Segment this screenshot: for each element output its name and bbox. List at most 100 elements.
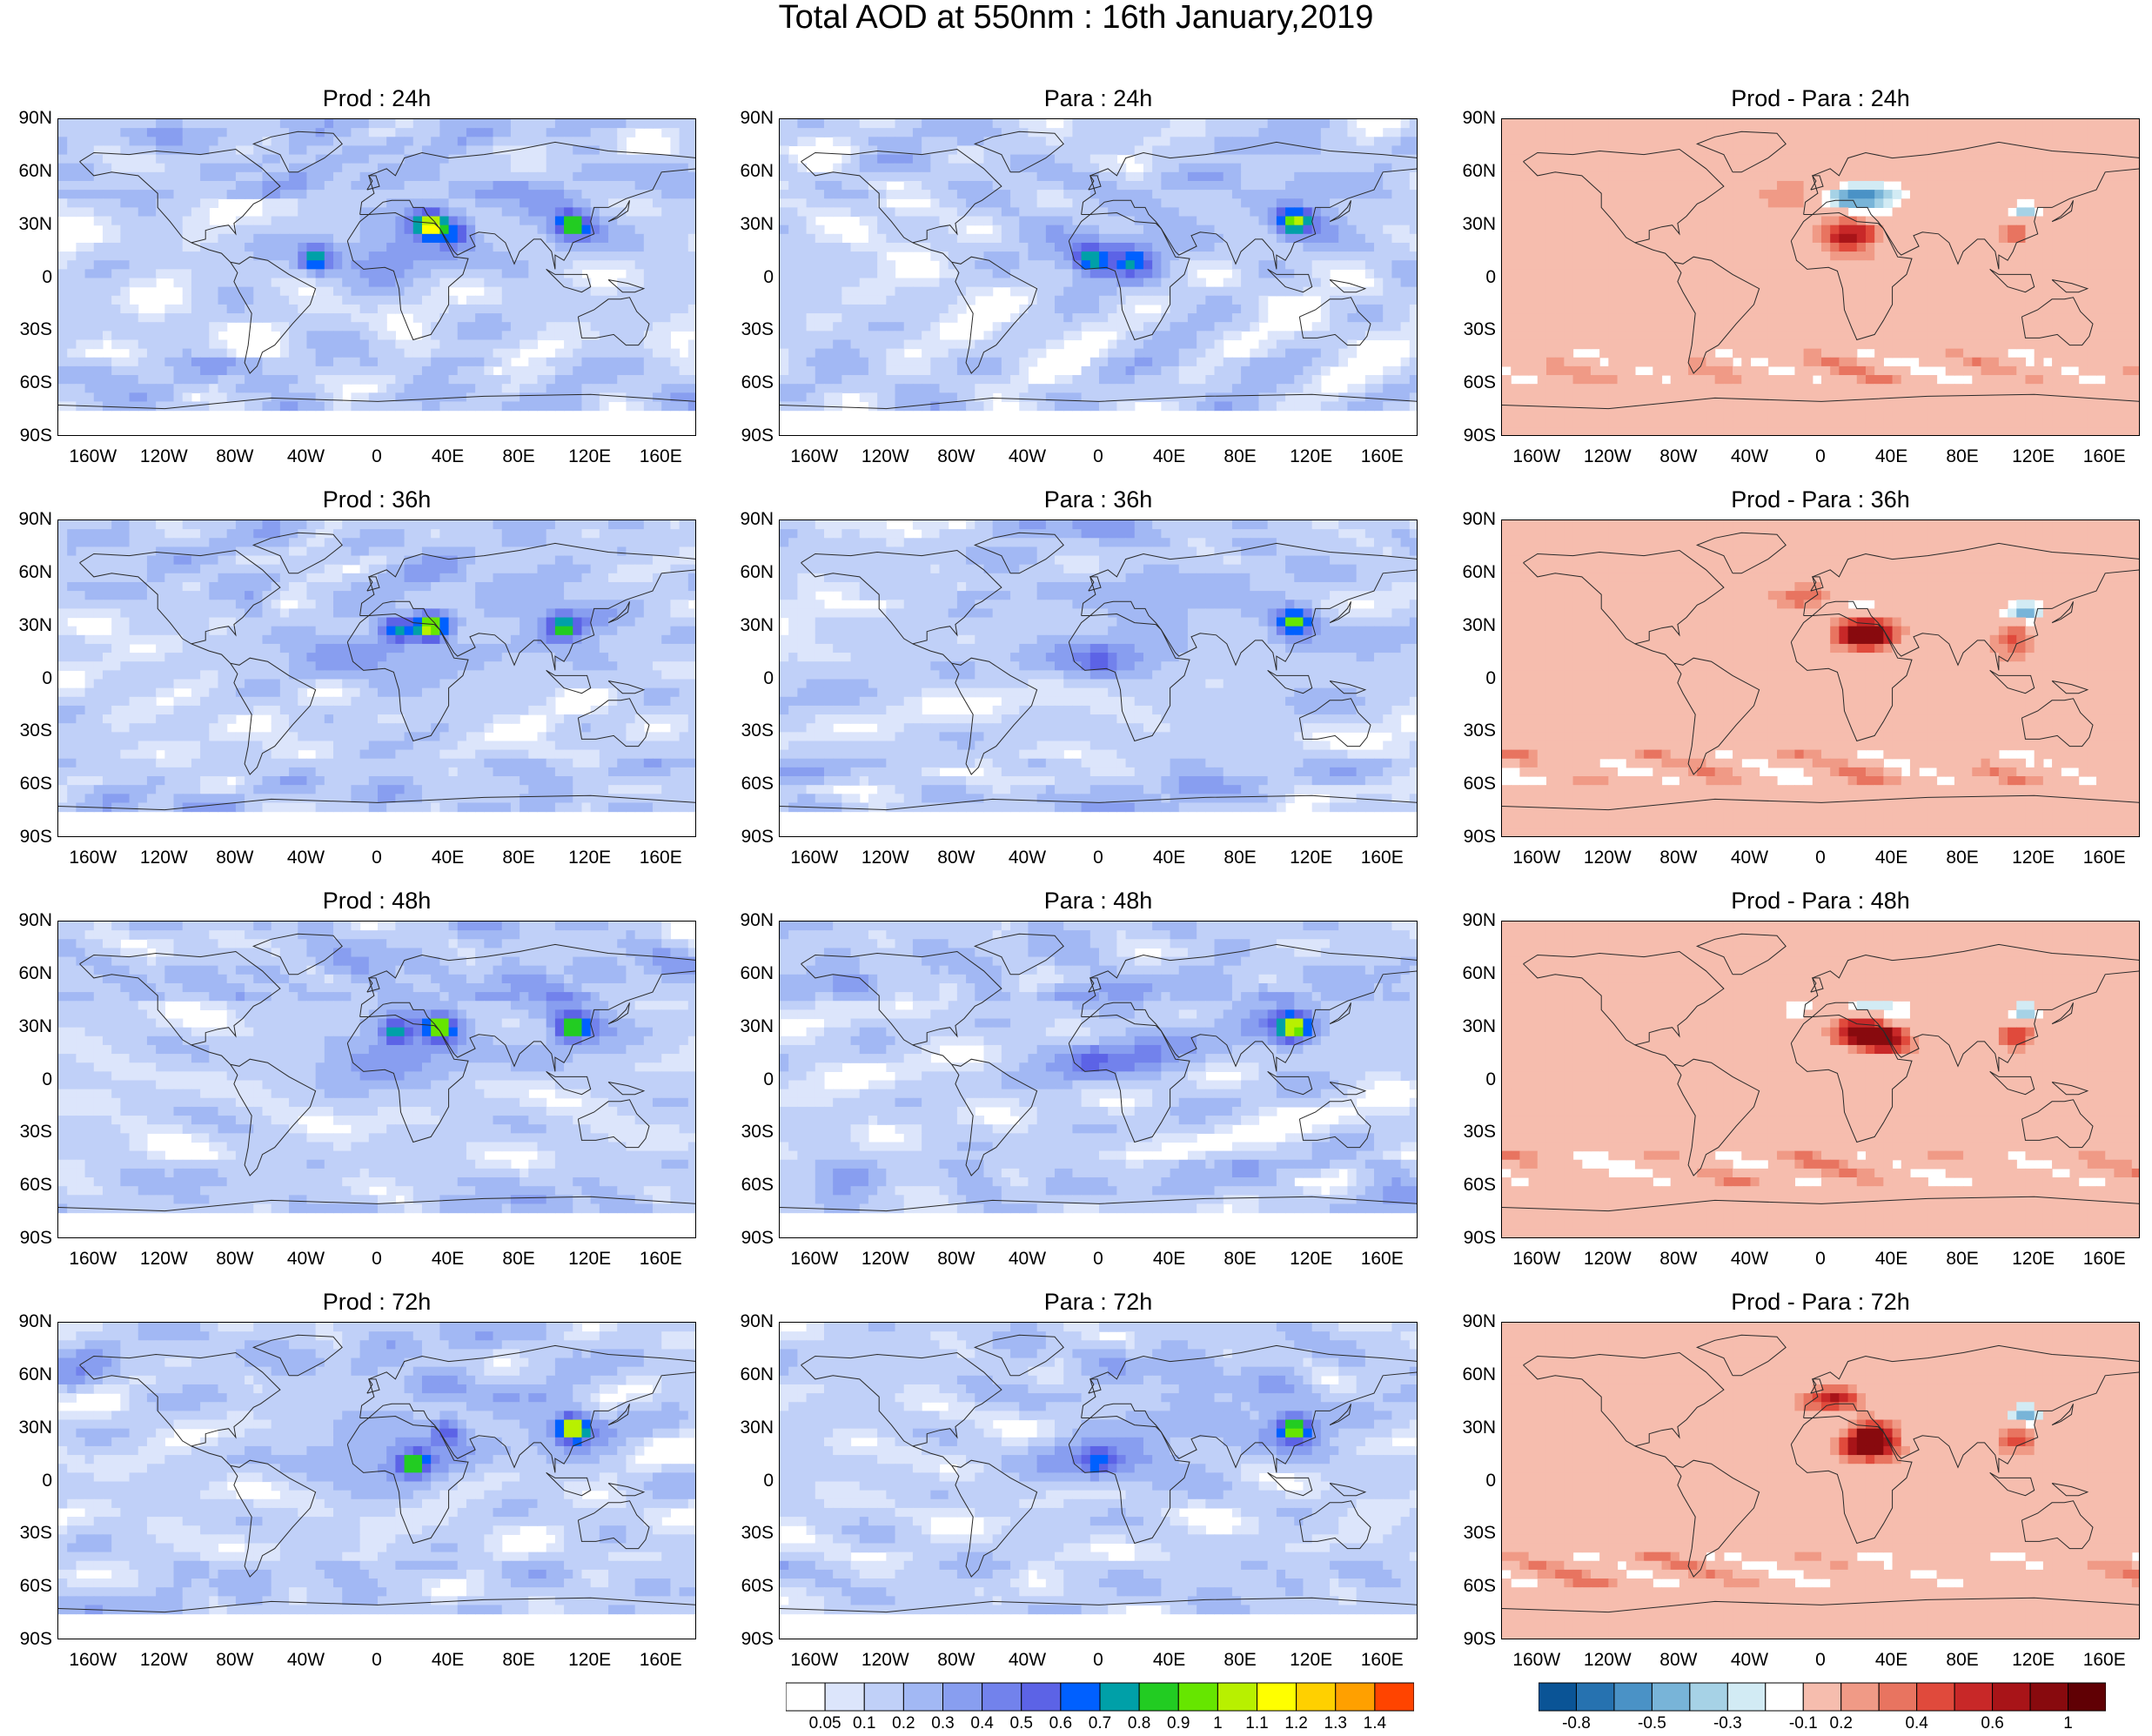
longitude-label: 120E bbox=[555, 1250, 625, 1269]
longitude-label: 80E bbox=[1205, 1250, 1275, 1269]
colorbar-swatch bbox=[786, 1683, 825, 1711]
longitude-label: 40E bbox=[1857, 1651, 1927, 1670]
longitude-label: 80W bbox=[200, 848, 270, 868]
latitude-label: 60S bbox=[721, 1176, 774, 1195]
map-field bbox=[58, 520, 696, 837]
latitude-label: 60N bbox=[0, 964, 52, 983]
longitude-label: 40W bbox=[992, 1651, 1062, 1670]
colorbar-swatch bbox=[1917, 1683, 1954, 1711]
longitude-label: 80E bbox=[1927, 1250, 1997, 1269]
longitude-label: 80W bbox=[1644, 1250, 1713, 1269]
colorbar-swatch bbox=[903, 1683, 942, 1711]
colorbar-swatch bbox=[1576, 1683, 1613, 1711]
longitude-label: 160W bbox=[58, 1250, 128, 1269]
longitude-label: 0 bbox=[342, 1651, 412, 1670]
latitude-label: 30N bbox=[721, 616, 774, 635]
longitude-label: 160E bbox=[626, 848, 695, 868]
latitude-label: 60S bbox=[0, 774, 52, 794]
longitude-label: 40W bbox=[992, 447, 1062, 466]
longitude-label: 160W bbox=[780, 848, 849, 868]
latitude-label: 30N bbox=[1444, 1017, 1496, 1036]
latitude-label: 0 bbox=[721, 669, 774, 688]
longitude-label: 40E bbox=[1135, 1250, 1204, 1269]
map-field bbox=[1502, 520, 2140, 837]
map-field bbox=[1502, 1323, 2140, 1639]
colorbar-swatch bbox=[943, 1683, 982, 1711]
longitude-label: 80E bbox=[484, 848, 553, 868]
longitude-label: 40W bbox=[271, 447, 340, 466]
longitude-label: 160W bbox=[780, 1250, 849, 1269]
longitude-label: 120E bbox=[555, 447, 625, 466]
latitude-label: 30S bbox=[1444, 320, 1496, 339]
latitude-label: 30S bbox=[0, 1123, 52, 1142]
panel-title: Para : 48h bbox=[779, 888, 1418, 914]
colorbar-swatch bbox=[1257, 1683, 1297, 1711]
longitude-label: 120W bbox=[850, 848, 920, 868]
longitude-label: 160E bbox=[2069, 1651, 2139, 1670]
longitude-label: 0 bbox=[1063, 447, 1133, 466]
latitude-label: 60N bbox=[0, 1365, 52, 1384]
longitude-label: 40E bbox=[1857, 447, 1927, 466]
latitude-label: 60S bbox=[721, 1577, 774, 1596]
colorbar-swatch bbox=[1217, 1683, 1257, 1711]
latitude-label: 60N bbox=[721, 964, 774, 983]
latitude-label: 60S bbox=[1444, 774, 1496, 794]
longitude-label: 120W bbox=[1572, 1250, 1642, 1269]
latitude-label: 90S bbox=[1444, 828, 1496, 847]
longitude-label: 0 bbox=[342, 447, 412, 466]
main-title: Total AOD at 550nm : 16th January,2019 bbox=[0, 0, 2152, 38]
latitude-label: 30N bbox=[0, 215, 52, 234]
panel-title: Prod - Para : 36h bbox=[1501, 486, 2140, 513]
latitude-label: 60S bbox=[1444, 1176, 1496, 1195]
latitude-label: 0 bbox=[721, 268, 774, 287]
longitude-label: 0 bbox=[1786, 1250, 1855, 1269]
colorbar-swatch bbox=[1336, 1683, 1375, 1711]
latitude-label: 90S bbox=[0, 1229, 52, 1248]
longitude-label: 80W bbox=[922, 848, 991, 868]
latitude-label: 0 bbox=[721, 1070, 774, 1089]
colorbar-swatch bbox=[1803, 1683, 1840, 1711]
longitude-label: 40W bbox=[992, 1250, 1062, 1269]
latitude-label: 30N bbox=[1444, 1418, 1496, 1438]
colorbar-label: -0.5 bbox=[1626, 1715, 1678, 1733]
latitude-label: 90S bbox=[0, 828, 52, 847]
latitude-label: 60N bbox=[721, 563, 774, 582]
panel-title: Para : 72h bbox=[779, 1289, 1418, 1315]
longitude-label: 80W bbox=[922, 1250, 991, 1269]
longitude-label: 80E bbox=[1205, 447, 1275, 466]
longitude-label: 0 bbox=[1063, 1250, 1133, 1269]
map-field bbox=[780, 119, 1418, 436]
longitude-label: 0 bbox=[1786, 1651, 1855, 1670]
longitude-label: 40E bbox=[1135, 1651, 1204, 1670]
latitude-label: 30N bbox=[721, 1418, 774, 1438]
latitude-label: 90S bbox=[721, 1630, 774, 1649]
latitude-label: 30N bbox=[0, 1418, 52, 1438]
longitude-label: 160W bbox=[1502, 1250, 1572, 1269]
latitude-label: 90S bbox=[721, 1229, 774, 1248]
latitude-label: 60S bbox=[0, 1176, 52, 1195]
latitude-label: 90N bbox=[0, 109, 52, 128]
panel-title: Para : 24h bbox=[779, 85, 1418, 111]
latitude-label: 90N bbox=[1444, 1312, 1496, 1331]
latitude-label: 60S bbox=[0, 373, 52, 392]
aod-map bbox=[57, 118, 696, 436]
longitude-label: 160E bbox=[2069, 848, 2139, 868]
longitude-label: 0 bbox=[1786, 447, 1855, 466]
latitude-label: 30S bbox=[0, 1524, 52, 1543]
aod-map bbox=[57, 519, 696, 837]
latitude-label: 90N bbox=[1444, 510, 1496, 529]
aod-map bbox=[779, 118, 1418, 436]
colorbar-label: -0.8 bbox=[1550, 1715, 1602, 1733]
latitude-label: 30S bbox=[721, 320, 774, 339]
longitude-label: 120E bbox=[1277, 447, 1346, 466]
longitude-label: 160E bbox=[1347, 1651, 1417, 1670]
colorbar-swatch bbox=[825, 1683, 864, 1711]
colorbar-swatch bbox=[1690, 1683, 1727, 1711]
longitude-label: 120W bbox=[129, 1651, 198, 1670]
map-field bbox=[780, 922, 1418, 1238]
longitude-label: 120E bbox=[555, 848, 625, 868]
latitude-label: 30N bbox=[0, 616, 52, 635]
latitude-label: 60N bbox=[1444, 1365, 1496, 1384]
latitude-label: 30S bbox=[0, 721, 52, 741]
